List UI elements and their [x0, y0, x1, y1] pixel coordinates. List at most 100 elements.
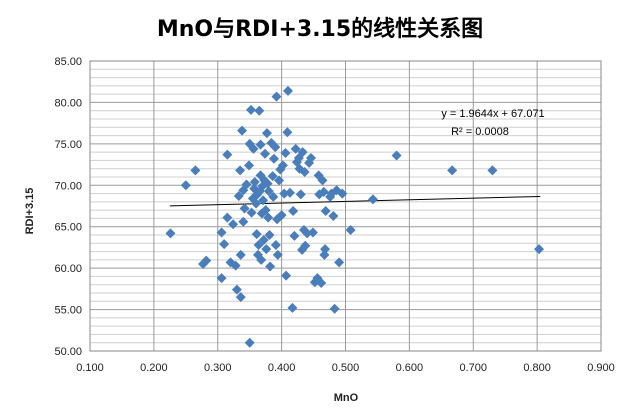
data-point — [244, 337, 255, 348]
data-point — [260, 205, 271, 216]
data-point — [282, 127, 293, 138]
data-point — [283, 85, 294, 96]
y-tick-label: 50.00 — [54, 346, 82, 358]
data-point — [284, 187, 295, 198]
data-point — [262, 178, 273, 189]
data-point — [238, 216, 249, 227]
data-point — [251, 198, 262, 209]
data-point — [245, 104, 256, 115]
data-point — [367, 194, 378, 205]
data-point — [260, 148, 271, 159]
data-point — [337, 188, 348, 199]
y-tick-label: 85.00 — [54, 56, 82, 68]
data-point — [216, 227, 227, 238]
data-point — [320, 244, 331, 255]
data-point — [241, 179, 252, 190]
data-point — [268, 191, 279, 202]
data-point — [334, 257, 345, 268]
trendline — [169, 195, 541, 207]
x-axis-ticks: 0.100 0.200 0.300 0.400 0.500 0.600 0.700 0.800… — [76, 362, 615, 374]
data-point — [268, 153, 279, 164]
data-point — [180, 180, 191, 191]
y-axis-ticks: 50.00 55.00 60.00 65.00 70.00 75.00 80.00 85.00 — [54, 56, 82, 358]
data-point — [270, 239, 281, 250]
data-point — [328, 210, 339, 221]
data-point — [258, 195, 269, 206]
r-squared-label: R² = 0.0008 — [451, 126, 509, 138]
x-tick-label: 0.900 — [587, 362, 615, 374]
y-axis-label: RDI+3.15 — [24, 188, 36, 235]
data-point — [253, 239, 264, 250]
y-tick-label: 80.00 — [54, 97, 82, 109]
x-tick-label: 0.200 — [140, 362, 168, 374]
data-point — [264, 230, 275, 240]
data-point — [297, 147, 308, 158]
data-point — [235, 165, 246, 176]
data-point — [267, 171, 278, 182]
data-point — [534, 244, 545, 255]
data-point — [288, 205, 299, 216]
equation-label: y = 1.9644x + 67.071 — [441, 108, 544, 120]
data-points — [165, 85, 545, 348]
data-point — [237, 125, 248, 136]
data-point — [165, 228, 176, 239]
data-point — [246, 207, 257, 218]
y-tick-label: 75.00 — [54, 139, 82, 151]
data-point — [287, 302, 298, 313]
data-point — [261, 244, 272, 255]
y-tick-label: 65.00 — [54, 222, 82, 234]
data-point — [270, 142, 281, 153]
chart-title: MnO与RDI+3.15的线性关系图 — [157, 16, 483, 42]
data-point — [281, 270, 292, 281]
data-point — [233, 191, 244, 202]
data-point — [318, 186, 329, 197]
x-tick-label: 0.600 — [396, 362, 424, 374]
data-point — [222, 212, 233, 223]
gridlines — [90, 61, 601, 351]
data-point — [271, 91, 282, 102]
x-tick-label: 0.700 — [459, 362, 487, 374]
data-point — [319, 249, 330, 260]
y-tick-label: 60.00 — [54, 263, 82, 275]
data-point — [255, 139, 266, 150]
y-tick-label: 70.00 — [54, 180, 82, 192]
data-point — [230, 260, 241, 271]
data-point — [235, 249, 246, 260]
data-point — [244, 160, 255, 171]
data-point — [261, 128, 272, 139]
data-point — [248, 143, 259, 154]
data-point — [487, 165, 498, 176]
data-point — [306, 152, 317, 163]
x-tick-label: 0.100 — [76, 362, 104, 374]
data-point — [219, 239, 230, 250]
data-point — [307, 227, 318, 238]
data-point — [329, 303, 340, 314]
x-axis-label: MnO — [334, 392, 359, 404]
data-point — [272, 249, 283, 260]
data-point — [263, 186, 274, 197]
data-point — [345, 225, 356, 236]
data-point — [249, 176, 260, 187]
x-tick-label: 0.300 — [204, 362, 232, 374]
data-point — [216, 273, 227, 284]
plot-area — [89, 60, 602, 352]
data-point — [258, 234, 269, 245]
x-tick-label: 0.500 — [332, 362, 360, 374]
data-point — [254, 105, 265, 116]
data-point — [320, 205, 331, 216]
data-point — [317, 175, 328, 186]
data-point — [190, 165, 201, 176]
data-point — [228, 219, 239, 230]
data-point — [263, 212, 274, 223]
data-point — [274, 175, 285, 186]
x-tick-label: 0.800 — [523, 362, 551, 374]
data-point — [256, 254, 267, 265]
data-point — [235, 292, 246, 303]
data-point — [277, 160, 288, 171]
data-point — [276, 210, 287, 221]
data-point — [391, 150, 402, 161]
data-point — [239, 203, 250, 214]
data-point — [289, 230, 300, 241]
data-point — [265, 261, 276, 272]
